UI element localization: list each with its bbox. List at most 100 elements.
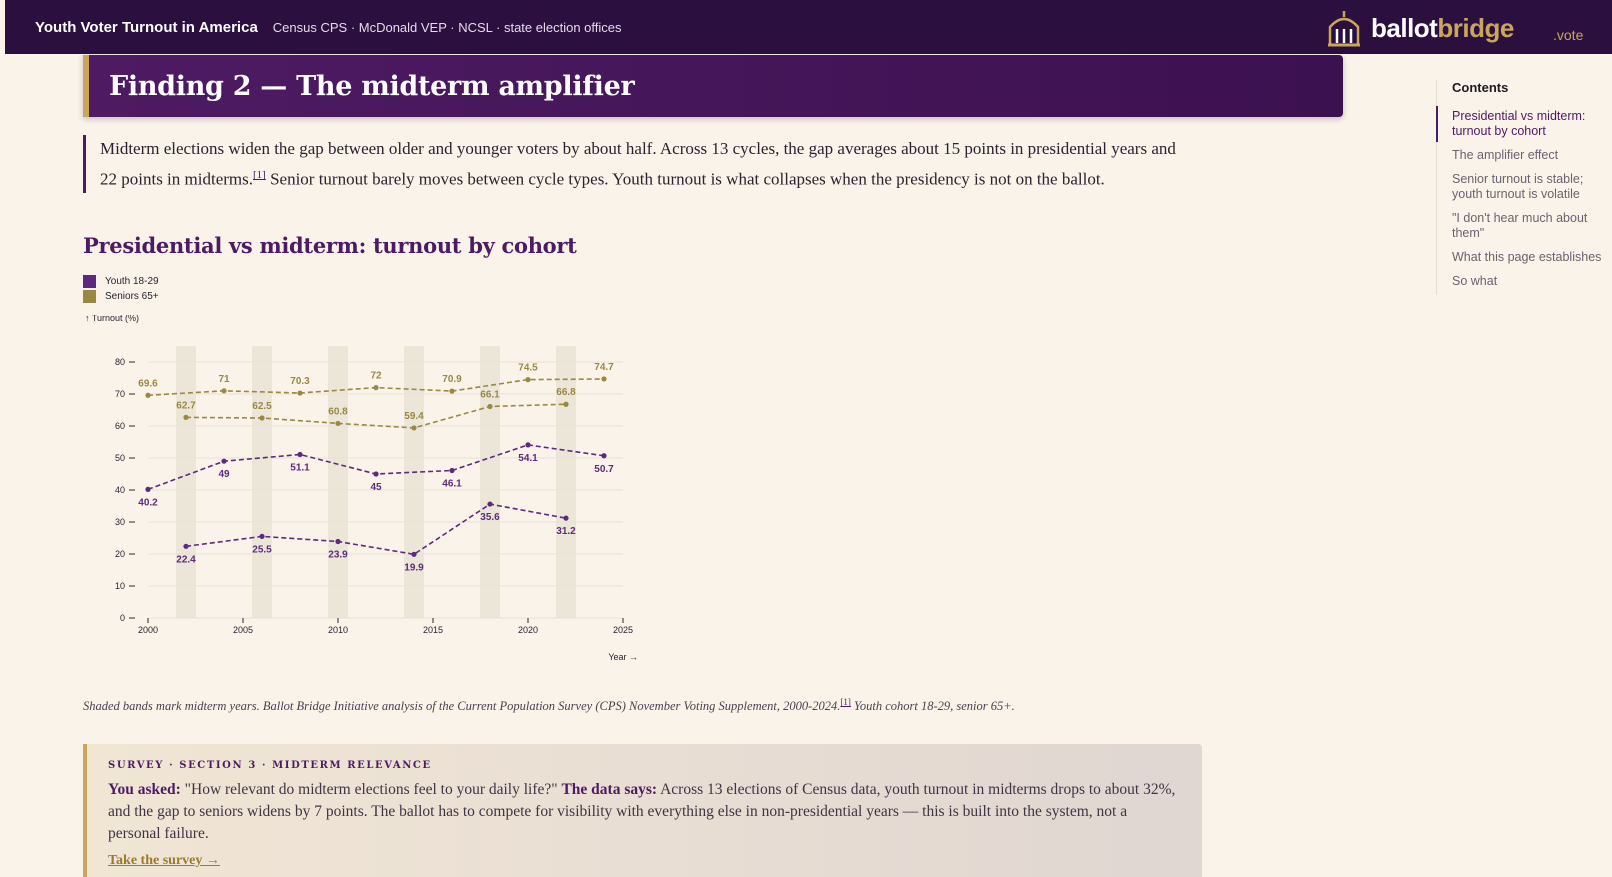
- data-label: 71: [218, 374, 230, 385]
- data-point: [563, 401, 569, 407]
- data-label: 50.7: [594, 464, 614, 475]
- midterm-band-2022: [556, 346, 576, 618]
- data-point: [297, 390, 303, 396]
- data-point: [411, 551, 417, 557]
- data-label: 31.2: [556, 526, 576, 537]
- y-tick-label: 80: [115, 357, 125, 367]
- data-point: [183, 543, 189, 549]
- brand-logo[interactable]: ballotbridge: [1325, 9, 1514, 47]
- data-point: [487, 403, 493, 410]
- finding-banner: Finding 2 — The midterm amplifier: [83, 55, 1343, 117]
- y-tick-label: 50: [115, 453, 125, 463]
- data-label: 66.8: [556, 387, 576, 398]
- y-tick-label: 30: [115, 517, 125, 527]
- series-line-3: [185, 503, 567, 556]
- data-label: 23.9: [328, 550, 348, 561]
- data-point: [183, 414, 189, 420]
- data-point: [145, 392, 151, 398]
- midterm-band-2010: [328, 346, 348, 618]
- data-sources: Census CPS · McDonald VEP · NCSL · state…: [272, 19, 622, 35]
- take-survey-link[interactable]: Take the survey →: [108, 853, 220, 868]
- data-point: [601, 376, 607, 382]
- x-tick-label: 2015: [423, 625, 443, 635]
- top-bar: Youth Voter Turnout in America Census CP…: [5, 0, 1612, 54]
- data-label: 45: [370, 482, 382, 493]
- data-point: [487, 501, 493, 507]
- x-tick-label: 2000: [138, 625, 158, 635]
- y-tick-label: 70: [115, 389, 125, 399]
- data-point: [259, 415, 265, 421]
- capitol-building-icon: [1328, 11, 1360, 47]
- midterm-band-2014: [404, 346, 424, 618]
- data-point: [601, 453, 607, 459]
- toc-item-dont-hear-much[interactable]: "I don't hear much about them": [1452, 211, 1588, 240]
- data-label: 51.1: [290, 462, 310, 473]
- data-point: [335, 538, 341, 545]
- chart-title: Presidential vs midterm: turnout by coho…: [83, 233, 577, 258]
- data-label: 72: [370, 371, 382, 382]
- data-label: 70.9: [442, 374, 462, 385]
- data-label: 74.7: [594, 362, 614, 373]
- y-tick-label: 40: [115, 485, 125, 495]
- toc-item-senior-stable[interactable]: Senior turnout is stable; youth turnout …: [1452, 172, 1584, 201]
- legend-swatch-seniors: [83, 290, 96, 303]
- data-point: [449, 388, 455, 394]
- legend-item-youth: Youth 18-29: [83, 274, 159, 289]
- y-tick-label: 0: [120, 613, 125, 623]
- data-label: 74.5: [518, 363, 538, 374]
- data-label: 59.4: [404, 411, 424, 422]
- data-point: [563, 515, 569, 521]
- vote-domain[interactable]: .vote: [1553, 27, 1584, 43]
- data-label: 66.1: [480, 389, 500, 400]
- site-title[interactable]: Youth Voter Turnout in America: [35, 18, 258, 36]
- legend-label-youth: Youth 18-29: [105, 276, 159, 287]
- survey-body: You asked: "How relevant do midterm elec…: [108, 781, 1176, 842]
- toc-item-amplifier-effect[interactable]: The amplifier effect: [1452, 148, 1559, 162]
- footnote-link[interactable]: [1]: [253, 169, 266, 181]
- table-of-contents: Contents Presidential vs midterm: turnou…: [1436, 80, 1606, 295]
- data-label: 70.3: [290, 376, 310, 387]
- y-tick-label: 20: [115, 549, 125, 559]
- midterm-band-2018: [480, 346, 500, 618]
- data-point: [449, 467, 455, 474]
- midterm-band-2002: [176, 346, 196, 618]
- data-point: [221, 388, 227, 394]
- lede-paragraph: Midterm elections widen the gap between …: [83, 135, 1183, 193]
- data-label: 25.5: [252, 544, 272, 555]
- toc-item-presidential-vs-midterm[interactable]: Presidential vs midterm: turnout by coho…: [1436, 106, 1606, 142]
- data-label: 54.1: [518, 453, 538, 464]
- data-point: [525, 442, 531, 448]
- survey-callout: SURVEY · SECTION 3 · MIDTERM RELEVANCE Y…: [83, 744, 1202, 877]
- data-label: 19.9: [404, 562, 424, 573]
- data-label: 35.6: [480, 512, 500, 523]
- chart-caption: Shaded bands mark midterm years. Ballot …: [83, 697, 1015, 714]
- data-point: [335, 420, 341, 427]
- data-point: [145, 486, 151, 492]
- brand-name: ballotbridge: [1371, 12, 1514, 43]
- x-tick-label: 2020: [518, 625, 538, 635]
- data-point: [373, 385, 379, 391]
- data-label: 46.1: [442, 478, 462, 489]
- finding-title: Finding 2 — The midterm amplifier: [109, 70, 635, 102]
- y-tick-label: 10: [115, 581, 125, 591]
- legend-swatch-youth: [83, 275, 96, 288]
- data-point: [259, 533, 265, 539]
- caption-footnote-link[interactable]: [1]: [840, 697, 851, 707]
- legend-label-seniors: Seniors 65+: [105, 291, 159, 302]
- x-tick-label: 2010: [328, 625, 348, 635]
- data-label: 62.5: [252, 401, 272, 412]
- data-point: [411, 425, 417, 431]
- x-axis-label: Year →: [608, 652, 638, 662]
- chart-legend: Youth 18-29 Seniors 65+: [83, 274, 159, 304]
- x-tick-label: 2005: [233, 625, 253, 635]
- toc-item-so-what[interactable]: So what: [1452, 274, 1498, 288]
- midterm-band-2006: [252, 346, 272, 618]
- x-tick-label: 2025: [613, 625, 633, 635]
- data-point: [221, 458, 227, 464]
- data-point: [525, 377, 531, 383]
- data-point: [297, 451, 303, 458]
- data-label: 49: [218, 469, 230, 480]
- data-point: [373, 471, 379, 477]
- data-label: 69.6: [138, 378, 158, 389]
- toc-item-what-this-establishes[interactable]: What this page establishes: [1452, 250, 1602, 264]
